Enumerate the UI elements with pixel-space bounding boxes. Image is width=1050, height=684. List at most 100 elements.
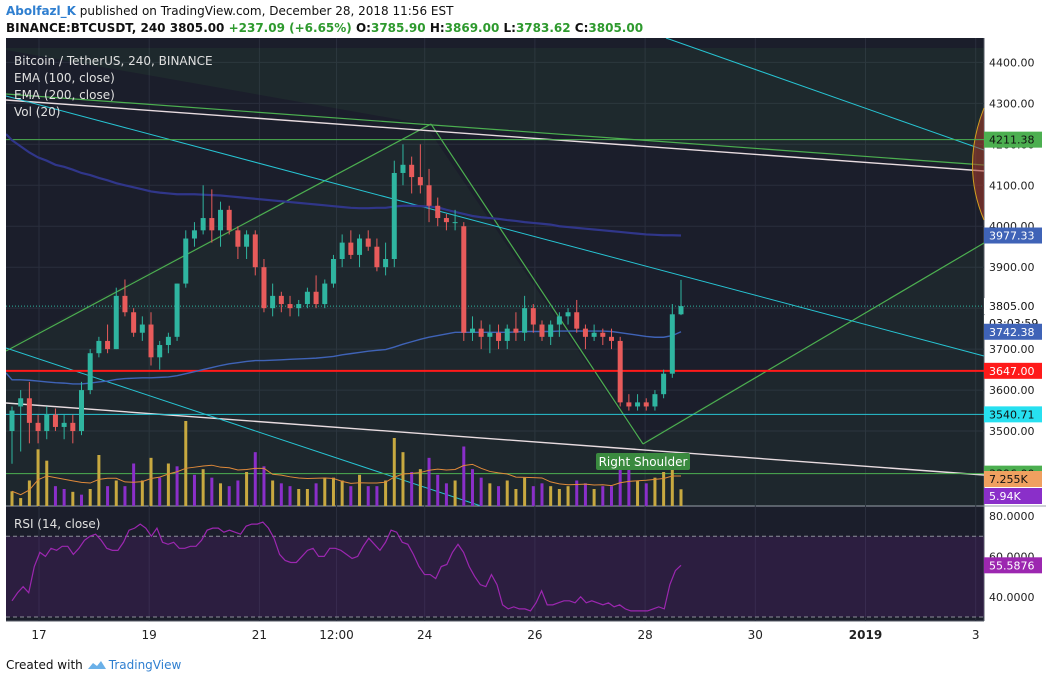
- candlesticks: [9, 144, 684, 464]
- candle: [9, 406, 15, 464]
- candle-body: [26, 398, 32, 423]
- arc-marker[interactable]: [972, 107, 985, 221]
- candle-body: [87, 353, 93, 391]
- tag-3977[interactable]: 3977.33: [984, 227, 1042, 244]
- volume-bar: [271, 480, 275, 506]
- trendline-white-bottom[interactable]: [5, 402, 985, 476]
- candle: [330, 254, 336, 288]
- tag-3540[interactable]: 3540.71: [984, 406, 1042, 423]
- volume-bar: [627, 469, 631, 506]
- price-tags: 4211.383977.333805.0003:03:593742.383647…: [984, 131, 1042, 574]
- volume-bar: [210, 477, 214, 506]
- trendline-white-top[interactable]: [5, 99, 985, 172]
- channel-cyan-high[interactable]: [665, 37, 985, 151]
- volume-bar: [444, 483, 448, 506]
- tag-vol-ma[interactable]: 7.255K: [984, 471, 1042, 487]
- candle: [70, 414, 76, 444]
- candle: [174, 283, 180, 341]
- candle-body: [113, 295, 119, 350]
- tag-vol-ma-text: 7.255K: [989, 473, 1028, 486]
- candle: [661, 369, 667, 399]
- ema100-line[interactable]: [5, 330, 682, 385]
- candle: [643, 398, 649, 411]
- volume-bar: [557, 489, 561, 506]
- candle-body: [330, 259, 336, 284]
- tradingview-brand[interactable]: TradingView: [108, 658, 182, 672]
- candle: [218, 201, 224, 247]
- y-tick-label: 4300.00: [989, 97, 1035, 110]
- x-tick-label: 3: [972, 628, 980, 642]
- candle-body: [105, 340, 111, 350]
- volume-bar: [219, 483, 223, 506]
- legend-ema100[interactable]: EMA (100, close): [14, 71, 115, 85]
- volume-bar: [132, 463, 136, 506]
- publish-info: published on TradingView.com, December 2…: [79, 4, 454, 18]
- trendline-green-down[interactable]: [430, 123, 644, 445]
- volume-bar: [349, 486, 353, 506]
- x-tick-label: 24: [417, 628, 432, 642]
- rsi-pane: [6, 521, 984, 618]
- candle: [504, 324, 510, 350]
- candle-body: [400, 164, 406, 173]
- y-tick-label: 3900.00: [989, 261, 1035, 274]
- candle: [322, 279, 328, 309]
- candle: [261, 259, 267, 313]
- tag-3742[interactable]: 3742.38: [984, 323, 1042, 340]
- candle: [513, 312, 519, 341]
- volume-bar: [227, 486, 231, 506]
- candle-body: [131, 312, 137, 333]
- time-scale[interactable]: [6, 621, 1046, 650]
- candle-body: [165, 336, 171, 346]
- tag-3540-bg: [984, 406, 1042, 423]
- candle-body: [191, 230, 197, 239]
- tag-4211[interactable]: 4211.38: [984, 131, 1042, 148]
- right-shoulder-label[interactable]: Right Shoulder: [596, 453, 690, 470]
- legend-vol[interactable]: Vol (20): [14, 105, 60, 119]
- legend-ema200[interactable]: EMA (200, close): [14, 88, 115, 102]
- x-tick-label: 12:00: [319, 628, 354, 642]
- volume-bar: [53, 486, 57, 506]
- tag-rsi[interactable]: 55.5876: [984, 557, 1042, 574]
- legend-rsi[interactable]: RSI (14, close): [14, 517, 100, 531]
- trendline-green-top[interactable]: [5, 93, 985, 166]
- volume-bar: [592, 489, 596, 506]
- tag-3805[interactable]: 3805.00: [984, 298, 1042, 315]
- tag-3647[interactable]: 3647.00: [984, 362, 1042, 379]
- volume-bar: [175, 466, 179, 506]
- footer: Created with TradingView: [6, 658, 181, 672]
- candle-body: [52, 414, 58, 427]
- tag-vol[interactable]: 5.94K: [984, 488, 1042, 504]
- right-shoulder-text: Right Shoulder: [599, 455, 688, 469]
- candle: [469, 316, 475, 341]
- volume-bar: [149, 457, 153, 506]
- candle: [548, 320, 554, 346]
- candle: [339, 234, 345, 268]
- volume-bar: [331, 477, 335, 506]
- volume-bar: [583, 483, 587, 506]
- candle: [496, 324, 502, 350]
- candle-body: [357, 238, 363, 255]
- ema200-line[interactable]: [5, 133, 682, 237]
- tag-4211-bg: [984, 131, 1042, 148]
- candle: [452, 209, 458, 231]
- candle-body: [582, 328, 588, 337]
- volume-bar: [236, 480, 240, 506]
- candle: [244, 230, 250, 260]
- candle: [226, 205, 232, 235]
- candle-body: [652, 394, 658, 407]
- author-name[interactable]: Abolfazl_K: [6, 4, 76, 18]
- volume-ma-line: [11, 463, 682, 496]
- candle: [556, 312, 562, 337]
- candle-body: [643, 402, 649, 407]
- chart-area[interactable]: 17 19 21 12:00 24 26 28 30 2019 3 4400.00 4300.00 42…: [5, 37, 1046, 650]
- trendline-green-up[interactable]: [5, 123, 432, 352]
- candle-body: [617, 340, 623, 403]
- trendline-green-neckline[interactable]: [642, 242, 985, 445]
- candle: [304, 287, 310, 309]
- candle: [235, 226, 241, 260]
- volume-bar: [644, 483, 648, 506]
- candle: [626, 394, 632, 411]
- chart-svg[interactable]: 17 19 21 12:00 24 26 28 30 2019 3 4400.00 4300.00 42…: [5, 37, 1046, 650]
- volume-bar: [27, 480, 31, 506]
- candle-body: [122, 295, 128, 313]
